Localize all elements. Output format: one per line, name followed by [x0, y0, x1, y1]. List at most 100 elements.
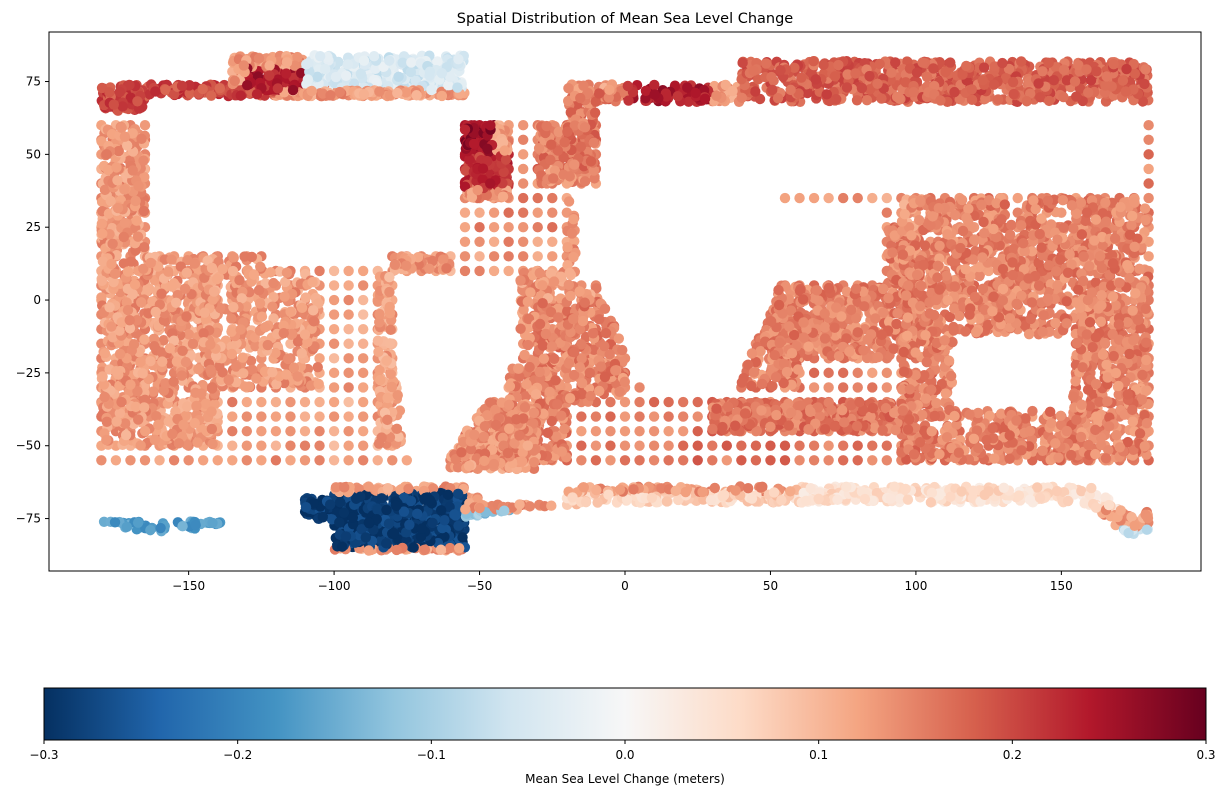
data-point	[811, 285, 823, 296]
data-point	[343, 338, 354, 349]
data-point	[736, 455, 747, 466]
data-point	[474, 265, 485, 277]
data-point	[382, 392, 393, 404]
data-point	[109, 268, 121, 280]
data-point	[511, 414, 522, 425]
data-point	[267, 301, 278, 312]
data-point	[565, 290, 576, 302]
data-point	[594, 385, 605, 397]
data-point	[576, 455, 587, 466]
data-point	[191, 400, 202, 412]
data-point	[619, 425, 631, 437]
data-point	[459, 222, 471, 233]
data-point	[285, 425, 296, 437]
data-point	[692, 440, 703, 451]
data-point	[850, 283, 862, 294]
data-point	[328, 367, 340, 379]
data-point	[599, 371, 611, 383]
data-point	[96, 218, 108, 230]
data-point	[794, 192, 805, 204]
data-point	[566, 228, 578, 239]
data-point	[563, 279, 575, 291]
data-point	[837, 367, 849, 379]
data-point	[122, 304, 134, 316]
data-point	[564, 267, 575, 279]
data-point	[770, 372, 782, 383]
data-point	[798, 317, 809, 328]
data-point	[482, 143, 493, 154]
data-point	[166, 254, 177, 265]
data-point	[692, 411, 703, 422]
data-point	[139, 334, 150, 345]
data-point	[746, 348, 758, 359]
data-point	[328, 455, 340, 466]
data-point	[605, 411, 616, 422]
data-point	[314, 353, 325, 364]
data-point	[542, 427, 553, 439]
data-point	[765, 316, 777, 327]
data-point	[588, 137, 599, 148]
data-point	[285, 411, 296, 422]
data-point	[131, 215, 142, 226]
data-point	[463, 460, 475, 472]
data-point	[106, 258, 117, 270]
data-point	[112, 175, 123, 186]
data-point	[256, 455, 267, 466]
data-point	[532, 251, 543, 262]
data-point	[154, 455, 165, 466]
data-point	[519, 349, 530, 361]
data-point	[559, 137, 570, 148]
data-point	[241, 455, 253, 466]
data-point	[168, 376, 179, 387]
data-point	[593, 88, 605, 99]
data-point	[502, 447, 514, 459]
data-point	[299, 455, 311, 466]
data-point	[459, 124, 471, 135]
data-point	[867, 192, 878, 204]
data-point	[135, 356, 146, 368]
data-point	[139, 425, 151, 437]
data-point	[1012, 192, 1023, 204]
data-point	[116, 396, 127, 408]
data-point	[845, 304, 857, 316]
data-point	[892, 308, 903, 319]
data-point	[779, 192, 791, 204]
data-point	[111, 162, 122, 173]
data-point	[391, 423, 403, 435]
data-point	[328, 440, 340, 451]
data-point	[881, 192, 893, 204]
data-point	[459, 236, 471, 247]
data-point	[677, 425, 689, 437]
data-point	[328, 265, 340, 277]
data-point	[357, 309, 369, 320]
data-point	[525, 287, 536, 298]
data-point	[479, 421, 491, 432]
data-point	[488, 458, 500, 470]
data-point	[239, 381, 251, 392]
data-point	[677, 455, 689, 466]
data-point	[208, 286, 220, 297]
data-point	[858, 345, 869, 356]
data-point	[852, 327, 864, 338]
data-point	[314, 425, 325, 437]
data-point	[130, 195, 141, 207]
data-point	[314, 455, 325, 466]
data-point	[774, 337, 785, 349]
data-point	[136, 297, 147, 308]
data-point	[517, 236, 529, 247]
data-point	[357, 280, 369, 291]
data-point	[270, 425, 282, 437]
data-point	[253, 284, 265, 296]
data-point	[736, 377, 748, 388]
data-point	[585, 156, 597, 167]
data-point	[472, 184, 483, 196]
data-point	[479, 455, 490, 467]
data-point	[178, 419, 189, 430]
data-point	[634, 425, 645, 437]
data-point	[124, 315, 135, 326]
data-point	[192, 437, 203, 448]
data-point	[512, 363, 524, 374]
data-point	[648, 411, 660, 422]
data-point	[268, 277, 279, 289]
data-point	[285, 440, 296, 451]
